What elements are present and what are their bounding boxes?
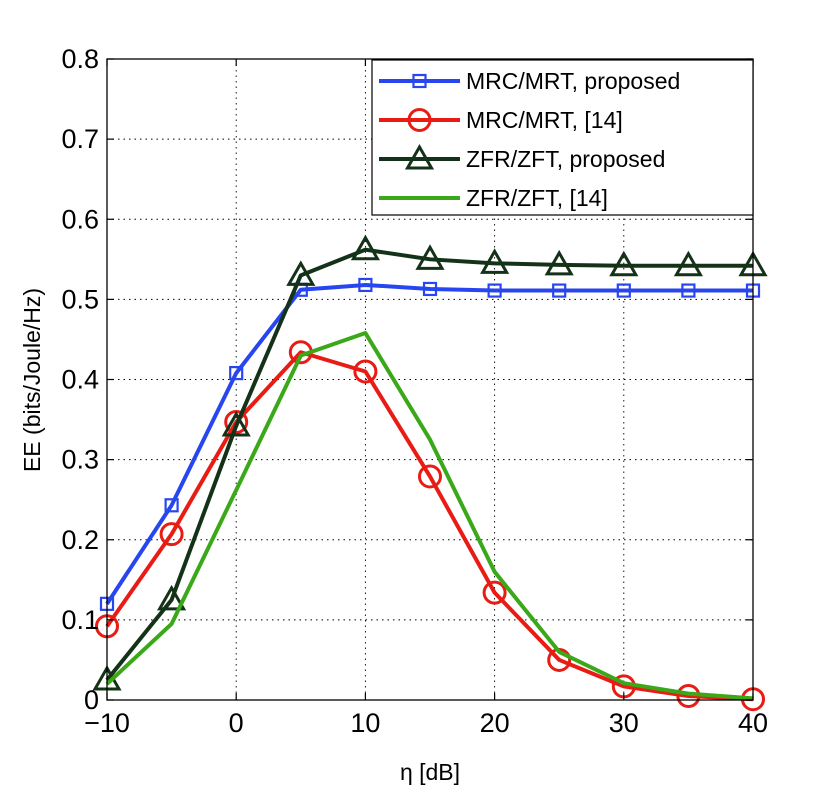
data-point-marker: [159, 522, 184, 547]
legend-label: MRC/MRT, [14]: [466, 107, 623, 133]
data-point-marker: [415, 244, 445, 270]
series-line: [105, 331, 754, 701]
y-axis-label: EE (bits/Joule/Hz): [19, 288, 45, 472]
legend-marker: [407, 108, 432, 132]
legend-label: MRC/MRT, proposed: [466, 68, 680, 94]
data-point-marker: [482, 580, 507, 605]
data-point-marker: [164, 498, 179, 513]
data-point-marker: [673, 250, 703, 277]
x-axis-label: η [dB]: [400, 759, 460, 785]
data-point-marker: [422, 281, 438, 297]
data-point-marker: [480, 248, 510, 274]
data-point-marker: [157, 584, 187, 611]
data-point-marker: [221, 410, 251, 437]
data-point-marker: [358, 277, 373, 293]
series-line: [105, 247, 753, 682]
series-line: [105, 350, 754, 702]
data-point-marker: [487, 283, 502, 298]
legend-marker: [404, 143, 435, 170]
y-tick-label: 0: [84, 685, 99, 715]
x-tick-label: 10: [350, 708, 380, 738]
x-tick-label: 0: [229, 708, 244, 738]
data-point-marker: [229, 365, 244, 381]
data-point-marker: [609, 250, 639, 277]
series-mrc-mrt-14: [95, 340, 765, 712]
data-point-marker: [552, 283, 567, 298]
legend-label: ZFR/ZFT, [14]: [466, 185, 608, 211]
legend-box: [371, 59, 754, 216]
x-tick-label: 20: [480, 708, 510, 738]
data-point-marker: [418, 464, 442, 489]
series-zfr-zft-14: [105, 331, 754, 701]
data-point-marker: [544, 249, 574, 276]
legend-entry-zfr-zft-14: ZFR/ZFT, [14]: [379, 185, 608, 211]
x-tick-label: −10: [84, 708, 130, 738]
legend-entry-mrc-mrt-proposed: MRC/MRT, proposed: [379, 68, 680, 94]
legend-marker: [412, 73, 427, 89]
legend-entry-mrc-mrt-14: MRC/MRT, [14]: [379, 107, 623, 133]
legend-entry-zfr-zft-proposed: ZFR/ZFT, proposed: [379, 143, 665, 172]
series-lines: [92, 234, 768, 712]
y-tick-label: 0.2: [61, 525, 99, 555]
data-point-marker: [616, 283, 631, 298]
y-tick-label: 0.5: [61, 284, 99, 314]
data-point-marker: [681, 283, 696, 298]
legend-label: ZFR/ZFT, proposed: [466, 146, 665, 172]
data-point-marker: [353, 359, 378, 384]
y-tick-label: 0.8: [61, 44, 99, 74]
y-tick-label: 0.3: [61, 445, 99, 475]
series-line: [105, 282, 753, 605]
data-point-marker: [350, 234, 380, 261]
y-tick-label: 0.6: [61, 204, 99, 234]
y-tick-label: 0.1: [61, 605, 99, 635]
y-tick-label: 0.4: [61, 365, 99, 395]
x-tick-label: 30: [609, 708, 639, 738]
x-tick-label: 40: [738, 708, 768, 738]
data-point-marker: [286, 260, 316, 286]
series-mrc-mrt-proposed: [99, 277, 761, 611]
y-tick-label: 0.7: [61, 124, 99, 154]
legend: MRC/MRT, proposed MRC/MRT, [14] ZFR/ZFT, p…: [371, 59, 754, 216]
